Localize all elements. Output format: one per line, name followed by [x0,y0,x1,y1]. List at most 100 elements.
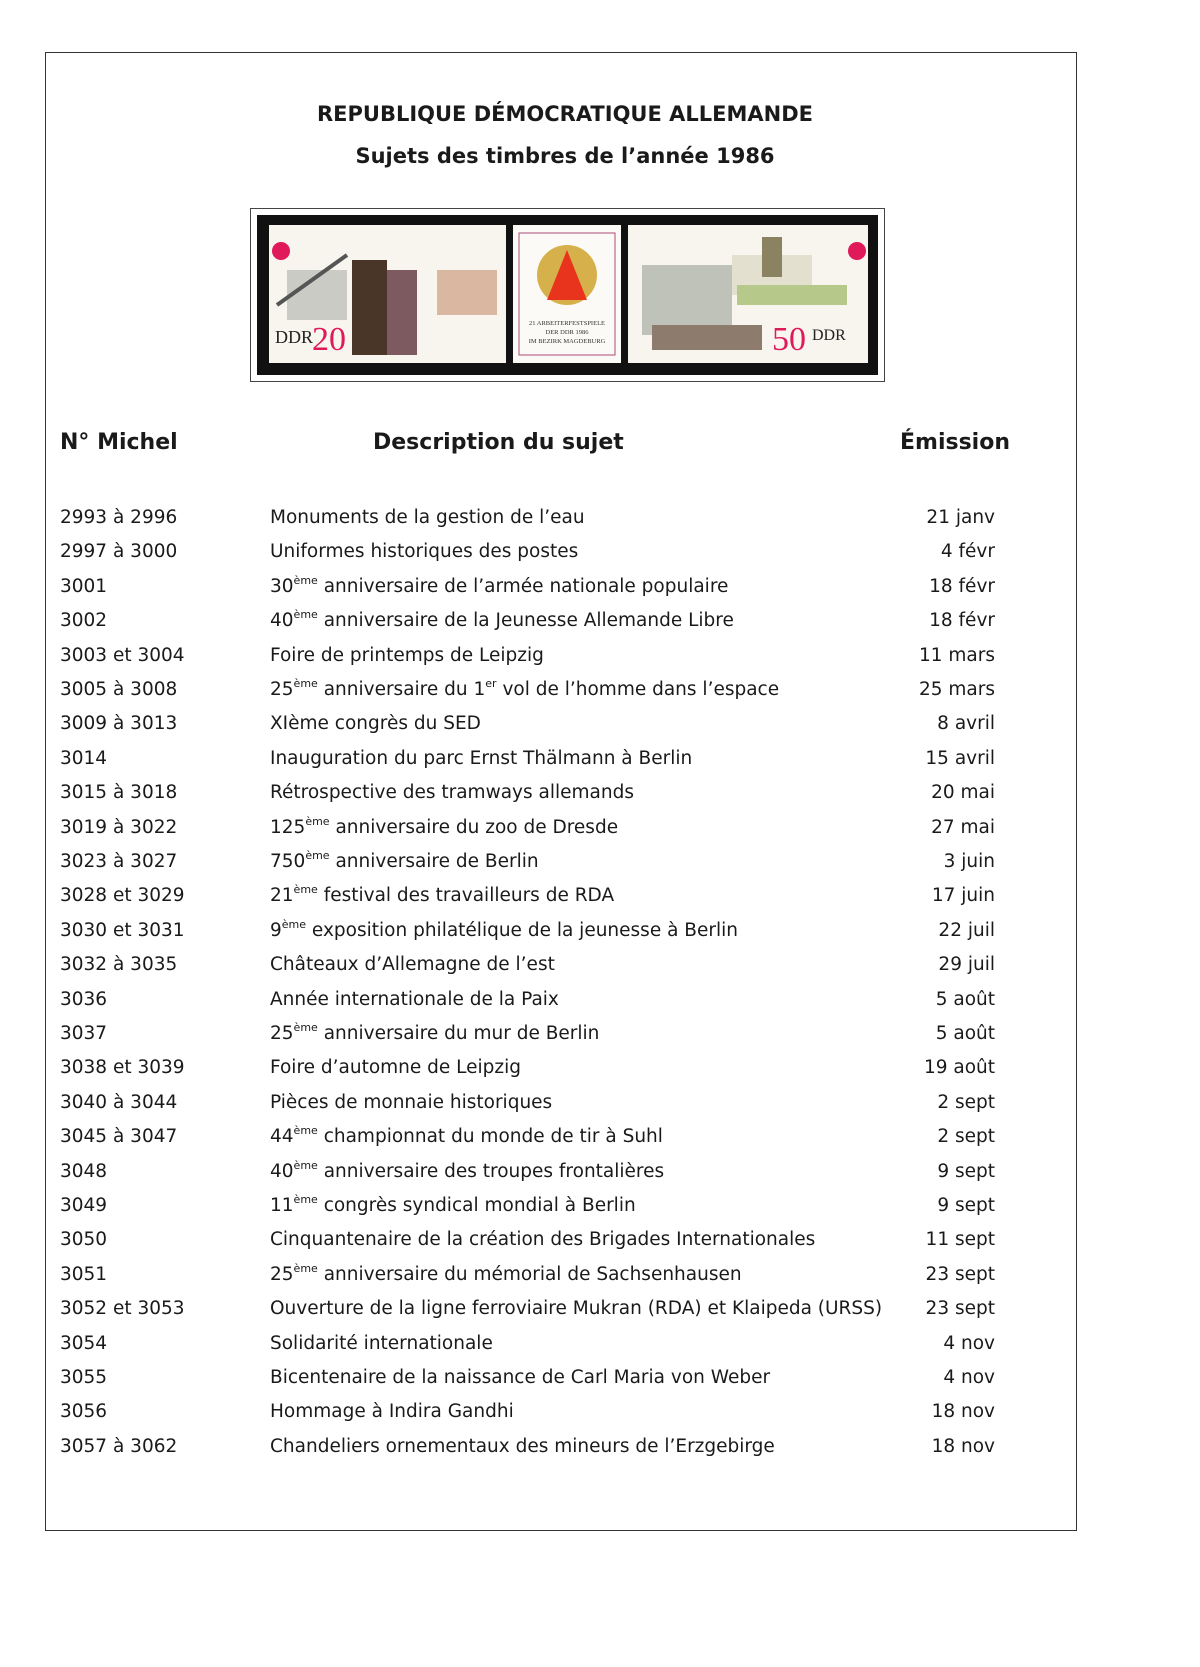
subject-description: Foire de printemps de Leipzig [270,645,544,666]
subject-description: 25ème anniversaire du mur de Berlin [270,1021,599,1044]
subject-description: Cinquantenaire de la création des Brigad… [270,1229,815,1250]
subject-description: 125ème anniversaire du zoo de Dresde [270,814,619,838]
description-text: Châteaux d’Allemagne de l’est [270,954,555,976]
michel-number: 3048 [60,1160,108,1182]
description-text: Inauguration du parc Ernst Thälmann à Be… [270,747,693,769]
table-row: 3056 Hommage à Indira Gandhi 18 nov [0,1401,1100,1431]
issue-date: 2 sept [937,1091,995,1113]
subject-description: 30ème anniversaire de l’armée nationale … [270,575,729,597]
description-text: 25 [270,1023,294,1044]
michel-number: 3050 [60,1229,108,1251]
table-row: 3030 et 3031 9ème exposition philatélique… [0,917,1100,950]
table-row: 3040 à 3044 Pièces de monnaie historiques… [0,1092,1100,1122]
description-text: Cinquantenaire de la création des Brigad… [270,1229,816,1251]
svg-text:21 ARBEITERFESTSPIELE: 21 ARBEITERFESTSPIELE [529,320,605,327]
issue-date: 5 août [935,1023,995,1044]
michel-number: 3014 [60,747,108,769]
description-text: 9 [270,919,282,941]
issue-date: 8 avril [937,713,995,735]
ordinal-superscript: er [485,677,497,690]
ordinal-superscript: ème [281,917,307,931]
description-text: anniversaire du zoo de Dresde [329,816,619,838]
table-row: 3032 à 3035 Châteaux d’Allemagne de l’est… [0,954,1100,984]
description-text: 750 [270,851,306,872]
description-text: vol de l’homme dans l’espace [496,679,780,700]
ordinal-superscript: ème [293,1124,318,1138]
table-row: 3009 à 3013 XIème congrès du SED 8 avril [0,713,1100,743]
svg-text:DDR: DDR [812,327,846,344]
michel-number: 3054 [60,1332,108,1354]
svg-text:DER DDR 1986: DER DDR 1986 [546,329,590,336]
subject-description: 21ème festival des travailleurs de RDA [270,884,614,907]
michel-number: 3002 [60,610,108,632]
issue-date: 23 sept [925,1298,995,1320]
table-row: 3014 Inauguration du parc Ernst Thälmann … [0,748,1100,778]
issue-date: 29 juil [938,954,995,976]
subject-description: 25ème anniversaire du 1er vol de l’homme… [270,677,780,700]
issue-date: 11 mars [918,644,995,666]
table-row: 3048 40ème anniversaire des troupes front… [0,1160,1100,1191]
column-header-description: Description du sujet [373,430,624,455]
description-text: anniversaire des troupes frontalières [317,1160,665,1182]
description-text: exposition philatélique de la jeunesse à… [306,919,738,941]
description-text: 25 [270,679,294,700]
table-row: 3023 à 3027 750ème anniversaire de Berlin… [0,850,1100,881]
subject-description: Châteaux d’Allemagne de l’est [270,954,555,975]
description-text: 21 [270,885,294,907]
description-text: 40 [270,1160,294,1182]
description-text: anniversaire de l’armée nationale popula… [317,575,729,597]
issue-date: 18 févr [929,575,995,597]
svg-text:50: 50 [772,321,806,358]
column-header-emission: Émission [900,430,1010,455]
michel-number: 3009 à 3013 [60,713,178,735]
michel-number: 3037 [60,1023,108,1044]
table-row: 3036 Année internationale de la Paix 5 aoû… [0,989,1100,1019]
subject-description: 11ème congrès syndical mondial à Berlin [270,1194,636,1216]
michel-number: 3030 et 3031 [60,919,185,941]
svg-text:DDR: DDR [275,327,313,347]
michel-number: 3051 [60,1263,108,1285]
michel-number: 3040 à 3044 [60,1091,178,1113]
description-text: Bicentenaire de la naissance de Carl Mar… [270,1367,771,1388]
subject-description: Monuments de la gestion de l’eau [270,507,585,528]
description-text: XIème congrès du SED [270,713,481,735]
svg-text:IM BEZIRK MAGDEBURG: IM BEZIRK MAGDEBURG [529,338,606,345]
page-subtitle: Sujets des timbres de l’année 1986 [355,144,775,168]
issue-date: 4 nov [943,1332,995,1354]
ordinal-superscript: ème [305,814,330,828]
issue-date: 23 sept [925,1263,995,1285]
table-row: 3049 11ème congrès syndical mondial à Ber… [0,1194,1100,1225]
issue-date: 22 juil [938,919,995,941]
table-row: 3054 Solidarité internationale 4 nov [0,1333,1100,1363]
description-text: Foire de printemps de Leipzig [270,644,544,666]
description-text: Chandeliers ornementaux des mineurs de l… [270,1435,775,1457]
table-row: 3038 et 3039 Foire d’automne de Leipzig 19… [0,1057,1100,1087]
ordinal-superscript: ème [293,1021,318,1034]
issue-date: 5 août [935,988,995,1010]
michel-number: 3019 à 3022 [60,816,178,838]
michel-number: 3052 et 3053 [60,1298,185,1320]
description-text: Pièces de monnaie historiques [270,1091,553,1113]
table-row: 2997 à 3000 Uniformes historiques des pos… [0,541,1100,571]
issue-date: 27 mai [931,816,995,838]
table-row: 3050 Cinquantenaire de la création des Br… [0,1229,1100,1259]
description-text: Ouverture de la ligne ferroviaire Mukran… [270,1298,883,1320]
michel-number: 3028 et 3029 [60,885,185,907]
table-row: 3019 à 3022 125ème anniversaire du zoo de… [0,814,1100,847]
table-row: 3005 à 3008 25ème anniversaire du 1er vol… [0,677,1100,709]
issue-date: 15 avril [925,747,995,769]
michel-number: 3001 [60,575,108,597]
issue-date: 18 févr [929,610,995,632]
michel-number: 3015 à 3018 [60,782,178,804]
subject-description: Inauguration du parc Ernst Thälmann à Be… [270,748,692,769]
issue-date: 2 sept [937,1126,995,1148]
table-row: 3045 à 3047 44ème championnat du monde de… [0,1124,1100,1156]
column-header-michel: N° Michel [60,430,178,455]
issue-date: 21 janv [926,507,995,528]
michel-number: 3032 à 3035 [60,954,178,976]
michel-number: 2993 à 2996 [60,507,178,528]
table-row: 3057 à 3062 Chandeliers ornementaux des m… [0,1436,1100,1466]
ordinal-superscript: ème [293,1261,318,1275]
subject-description: 40ème anniversaire de la Jeunesse Allema… [270,609,734,631]
issue-date: 25 mars [918,679,995,700]
